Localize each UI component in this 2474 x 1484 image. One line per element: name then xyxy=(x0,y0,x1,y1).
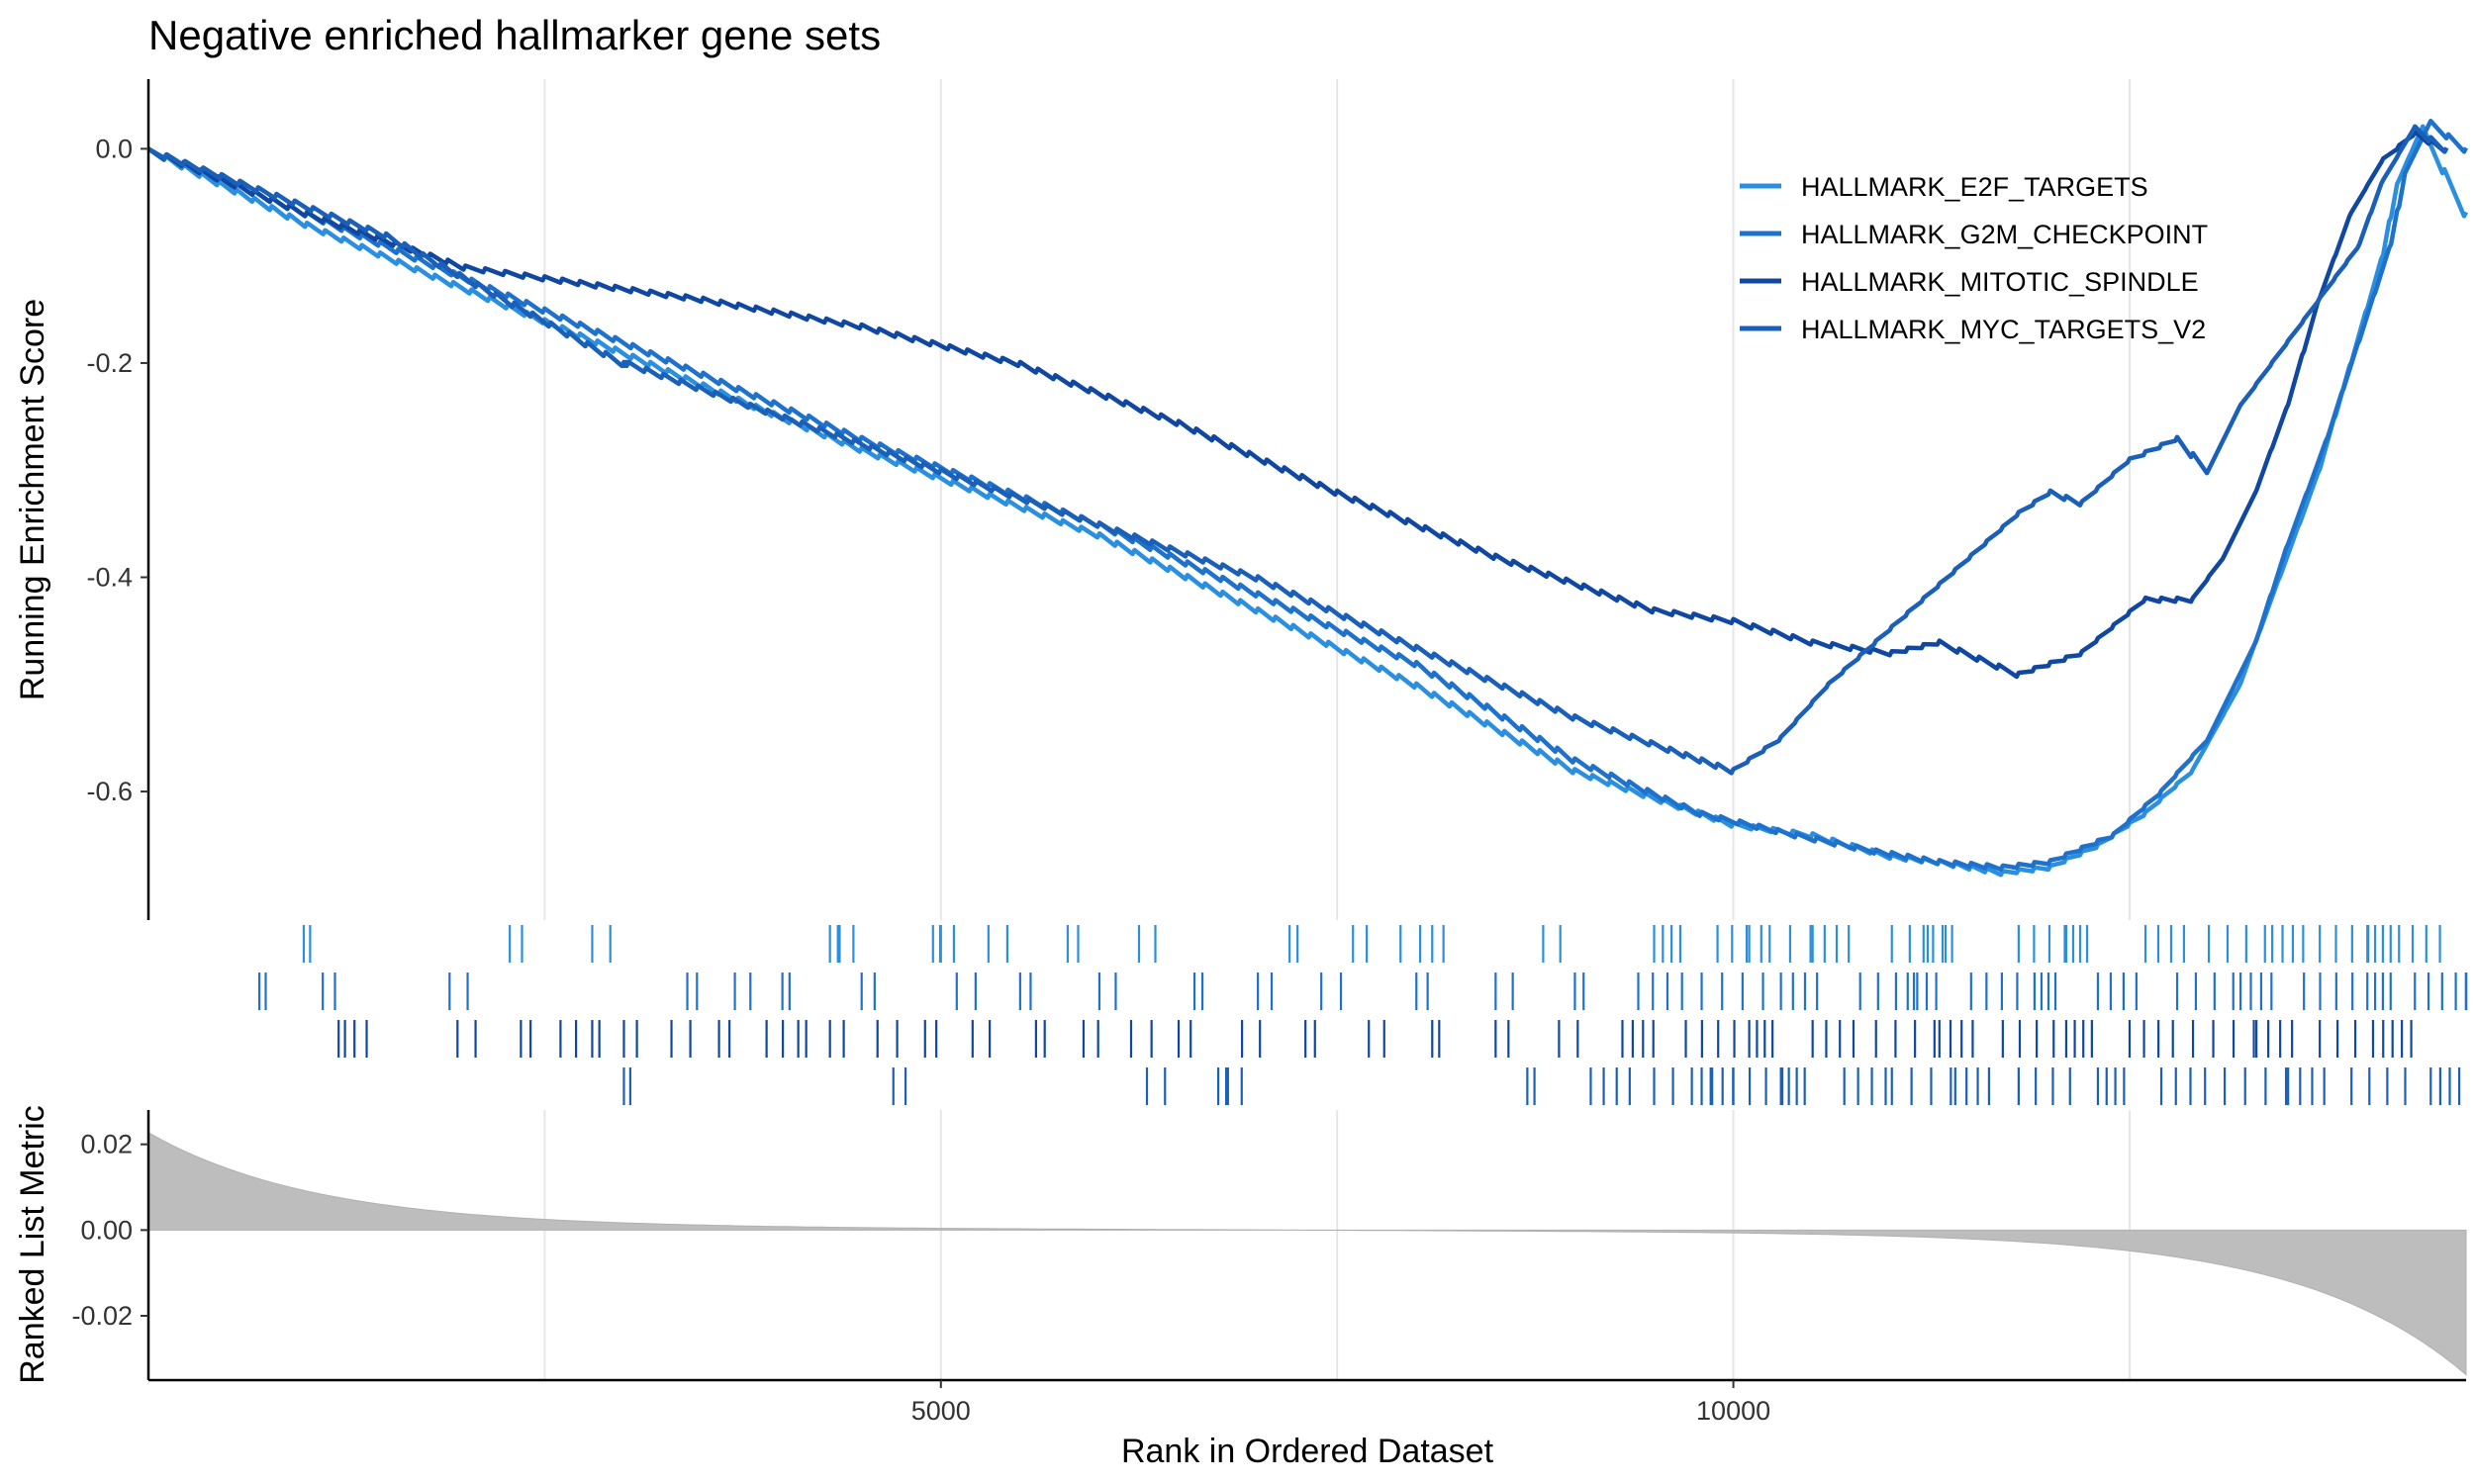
chart-title: Negative enriched hallmarker gene sets xyxy=(148,12,881,58)
legend-label: HALLMARK_E2F_TARGETS xyxy=(1801,172,2148,202)
y-axis-title-bottom: Ranked List Metric xyxy=(14,1105,51,1384)
legend: HALLMARK_E2F_TARGETS HALLMARK_G2M_CHECKPO… xyxy=(1740,172,2208,344)
axes xyxy=(146,79,2466,1382)
x-axis-title: Rank in Ordered Dataset xyxy=(1121,1433,1494,1470)
legend-label: HALLMARK_MYC_TARGETS_V2 xyxy=(1801,315,2206,344)
ranked-metric-fill xyxy=(147,1131,2467,1376)
bottom-panel-grid xyxy=(543,1110,2131,1380)
bottom-y-tick-label: 0.00 xyxy=(80,1215,133,1245)
ranked-metric-area xyxy=(147,1131,2467,1376)
tick-labels: 0.0 -0.2 -0.4 -0.6 0.02 0.00 -0.02 5000 10000 xyxy=(71,134,1770,1426)
top-y-tick-label: -0.6 xyxy=(86,777,133,806)
x-tick-label: 5000 xyxy=(911,1396,971,1426)
series-line-3 xyxy=(146,124,2449,776)
enrichment-lines xyxy=(146,119,2469,878)
series-line-1 xyxy=(146,119,2469,873)
top-y-tick-label: -0.4 xyxy=(86,563,133,593)
top-y-tick-label: -0.2 xyxy=(86,348,133,378)
gene-hit-rug xyxy=(258,925,2468,1105)
top-panel-grid xyxy=(543,79,2131,920)
bottom-y-tick-label: -0.02 xyxy=(71,1301,133,1331)
top-y-tick-label: 0.0 xyxy=(95,134,133,163)
y-axis-title-top: Running Enrichment Score xyxy=(14,299,51,700)
legend-label: HALLMARK_G2M_CHECKPOINT xyxy=(1801,220,2208,249)
bottom-y-tick-label: 0.02 xyxy=(80,1130,133,1159)
legend-label: HALLMARK_MITOTIC_SPINDLE xyxy=(1801,267,2199,297)
x-tick-label: 10000 xyxy=(1696,1396,1770,1426)
series-line-2 xyxy=(146,129,2449,680)
